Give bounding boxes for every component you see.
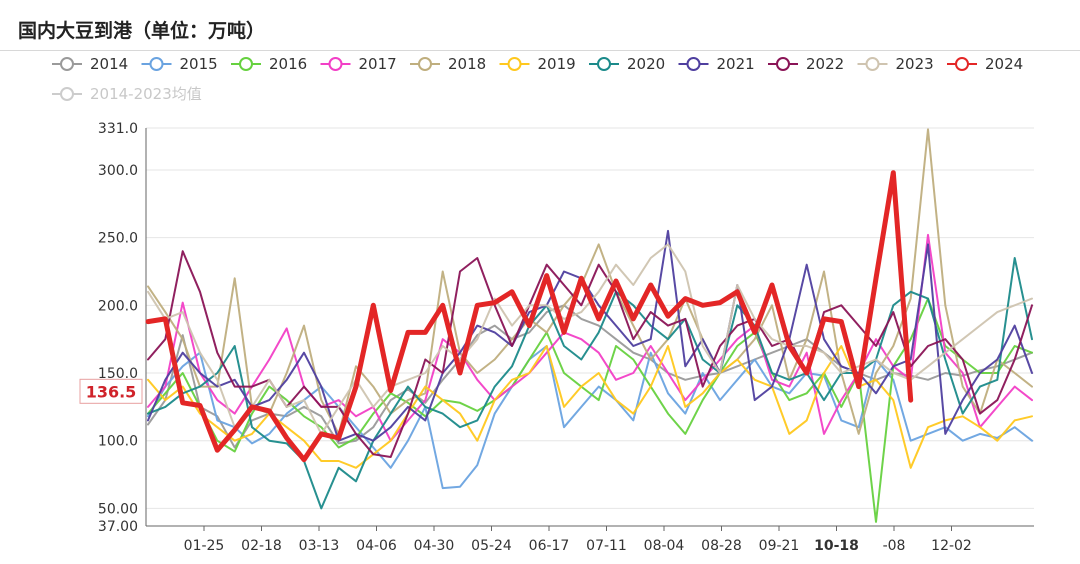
legend-marker-2019 (507, 57, 522, 71)
x-tick-label: 05-24 (471, 538, 512, 554)
legend-marker-2014-2023均值 (60, 87, 74, 101)
y-tick-label: 100.0 (98, 434, 138, 450)
x-tick-label: 02-18 (241, 538, 282, 554)
legend-label-2024: 2024 (985, 55, 1023, 73)
x-tick-label: 04-06 (356, 538, 397, 554)
y-tick-label: 50.00 (98, 501, 138, 517)
y-pointer-label: 136.5 (86, 382, 137, 401)
x-tick-label: 10-18 (814, 538, 859, 554)
y-tick-label: 200.0 (98, 298, 138, 314)
legend-marker-2023 (865, 57, 880, 71)
legend-marker-2022 (776, 57, 790, 71)
legend-marker-2018 (418, 57, 432, 71)
legend-marker-2020 (597, 57, 611, 71)
legend-marker-2016 (239, 57, 253, 71)
x-tick-label: 04-30 (414, 538, 455, 554)
legend-label-2015: 2015 (180, 55, 218, 73)
y-pointer-box (79, 378, 143, 404)
x-tick-label: 12-02 (931, 538, 972, 554)
title-divider (0, 50, 1080, 51)
legend-marker-2014 (60, 57, 74, 71)
legend-marker-2021 (686, 57, 701, 71)
chart-title: 国内大豆到港（单位：万吨） (18, 20, 266, 42)
y-tick-label: 331.0 (98, 121, 138, 137)
x-tick-label: 08-04 (644, 538, 685, 554)
series-line-2015 (147, 345, 1033, 490)
legend-label-2016: 2016 (269, 55, 307, 73)
y-tick-label: 150.0 (98, 366, 138, 382)
legend-label-2022: 2022 (806, 55, 844, 73)
x-tick-label: 08-28 (701, 538, 742, 554)
series-line-2016 (147, 297, 1033, 523)
y-tick-label: 37.00 (98, 519, 138, 535)
series-line-2024 (145, 170, 914, 463)
series-line-2019 (147, 345, 1033, 469)
x-tick-label: 01-25 (184, 538, 225, 554)
legend-label-2021: 2021 (717, 55, 755, 73)
legend-label-2017: 2017 (359, 55, 397, 73)
legend-marker-2024 (955, 57, 969, 71)
x-tick-label: 09-21 (759, 538, 800, 554)
legend-label-2019: 2019 (538, 55, 576, 73)
legend-label-2018: 2018 (448, 55, 486, 73)
legend-marker-2017 (328, 57, 343, 71)
legend-label-2014-2023均值: 2014-2023均值 (90, 85, 202, 103)
series-line-2018 (147, 128, 1033, 435)
y-tick-label: 300.0 (98, 163, 138, 179)
x-tick-label: 07-11 (586, 538, 627, 554)
series-line-2022 (147, 250, 1033, 458)
legend-label-2014: 2014 (90, 55, 128, 73)
x-tick-label: -08 (883, 538, 906, 554)
legend-label-2023: 2023 (896, 55, 934, 73)
series-line-2021 (147, 229, 1033, 442)
x-tick-label: 06-17 (529, 538, 570, 554)
series-line-2014 (147, 304, 1033, 449)
x-tick-label: 03-13 (299, 538, 340, 554)
legend-label-2020: 2020 (627, 55, 665, 73)
legend-marker-2015 (149, 57, 164, 71)
y-tick-label: 250.0 (98, 231, 138, 247)
